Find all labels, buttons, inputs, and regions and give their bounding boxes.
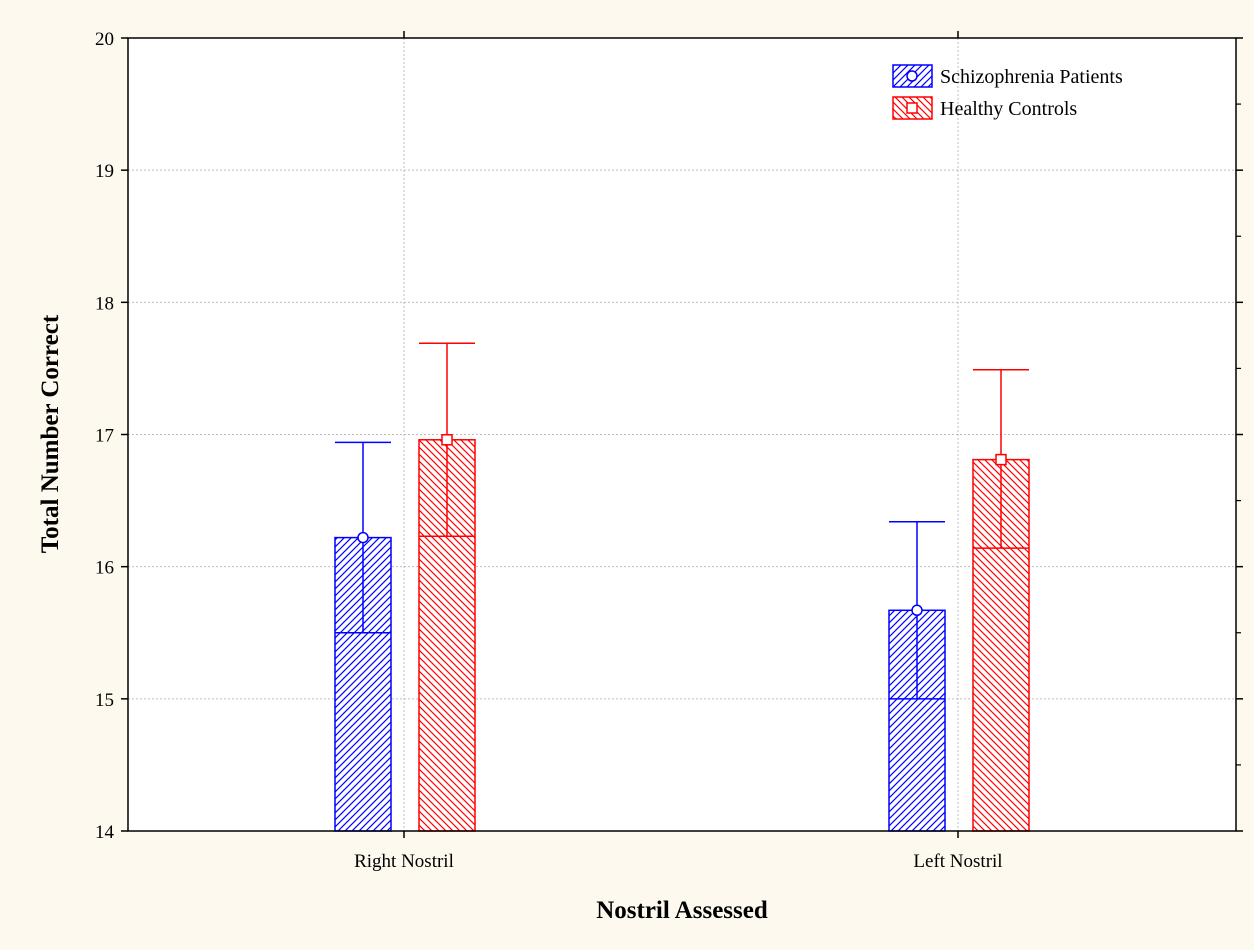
mean-marker-schizophrenia-patients xyxy=(357,531,369,544)
mean-marker-schizophrenia-patients xyxy=(911,604,923,617)
x-tick-label: Left Nostril xyxy=(913,851,1002,872)
y-tick-label: 18 xyxy=(95,293,114,314)
legend-label-controls: Healthy Controls xyxy=(940,98,1077,120)
y-axis-title: Total Number Correct xyxy=(37,314,64,553)
legend: Schizophrenia Patients Healthy Controls xyxy=(892,64,1123,120)
legend-label-schizophrenia: Schizophrenia Patients xyxy=(940,66,1123,88)
mean-marker-healthy-controls xyxy=(995,453,1007,466)
x-axis-title: Nostril Assessed xyxy=(596,897,768,924)
legend-marker-square xyxy=(906,102,918,114)
x-tick-label: Right Nostril xyxy=(354,851,454,872)
y-tick-label: 16 xyxy=(95,558,114,579)
y-tick-label: 19 xyxy=(95,161,114,182)
y-tick-label: 14 xyxy=(95,822,115,843)
y-tick-label: 15 xyxy=(95,690,114,711)
y-tick-label: 20 xyxy=(95,29,114,50)
y-tick-label: 17 xyxy=(95,426,114,447)
legend-marker-circle xyxy=(906,70,918,82)
mean-marker-healthy-controls xyxy=(441,434,453,446)
